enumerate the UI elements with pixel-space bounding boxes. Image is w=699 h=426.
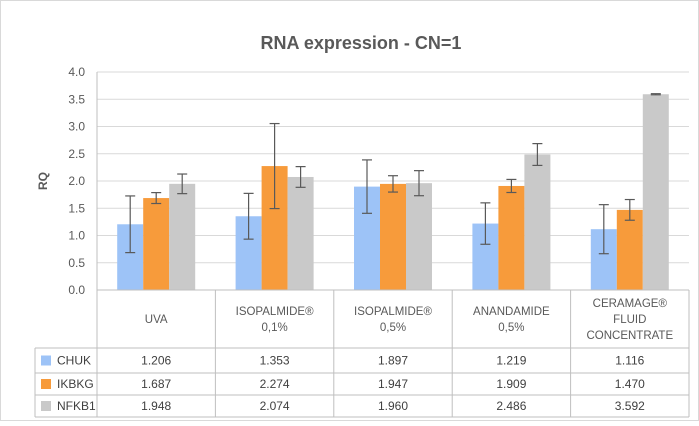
error-bar xyxy=(177,173,188,195)
error-bar xyxy=(480,202,491,245)
table-cell: 2.486 xyxy=(496,399,526,413)
category-label: ISOPALMIDE® xyxy=(236,306,314,318)
data-table: UVA ISOPALMIDE® 0,1% ISOPALMIDE® 0,5% ANANDAM… xyxy=(34,289,690,418)
category-label: FLUID xyxy=(613,314,646,326)
table-cell: 1.960 xyxy=(378,399,408,413)
category-label: 0,1% xyxy=(261,322,287,334)
y-tick-label: 3.0 xyxy=(68,120,85,134)
table-cell: 1.909 xyxy=(496,377,526,391)
table-cell: 1.219 xyxy=(496,354,526,368)
bar-ikbkg xyxy=(143,198,170,290)
bar-nfkb1 xyxy=(406,183,432,290)
table-cell: 2.074 xyxy=(260,399,290,413)
table-cell: 1.353 xyxy=(260,354,290,368)
category-label: ISOPALMIDE® xyxy=(354,306,432,318)
category-label: 0,5% xyxy=(380,322,406,334)
table-cell: 1.897 xyxy=(378,354,408,368)
category-label: 0,5% xyxy=(498,322,524,334)
error-bar xyxy=(506,178,517,194)
y-tick-label: 3.5 xyxy=(68,92,85,106)
bar-ikbkg xyxy=(380,183,406,290)
y-tick-label: 1.0 xyxy=(68,229,85,243)
table-cell: 2.274 xyxy=(260,377,290,391)
error-bar xyxy=(650,93,661,96)
table-cell: 1.947 xyxy=(378,377,408,391)
error-bar xyxy=(151,192,162,205)
legend-swatch-ikbkg xyxy=(41,379,51,389)
table-cell: 1.116 xyxy=(615,354,644,368)
chart-title: RNA expression - CN=1 xyxy=(261,33,462,53)
bar-ikbkg xyxy=(616,209,643,290)
error-bar xyxy=(362,159,372,214)
table-cell: 1.687 xyxy=(141,377,171,391)
table-cell: 3.592 xyxy=(615,399,645,413)
error-bar xyxy=(388,175,398,193)
y-tick-label: 0.5 xyxy=(68,256,85,270)
y-tick-label: 1.5 xyxy=(68,201,85,215)
error-bar xyxy=(295,166,306,188)
legend-label: NFKB1 xyxy=(57,399,96,413)
category-label: ANANDAMIDE xyxy=(473,306,550,318)
y-axis-label: RQ xyxy=(36,172,50,190)
bar-nfkb1 xyxy=(169,183,196,290)
legend-swatch-nfkb1 xyxy=(41,401,51,411)
table-cell: 1.470 xyxy=(615,377,645,391)
error-bar xyxy=(125,195,136,254)
legend-label: CHUK xyxy=(57,354,91,368)
y-tick-label: 4.0 xyxy=(68,65,85,79)
category-label: CONCENTRATE xyxy=(586,330,673,342)
table-cell: 1.948 xyxy=(141,399,171,413)
error-bar xyxy=(243,192,254,240)
error-bar xyxy=(269,122,280,210)
error-bar xyxy=(532,143,543,167)
y-tick-label: 2.0 xyxy=(68,174,85,188)
bar-nfkb1 xyxy=(524,154,551,290)
category-label: CERAMAGE® xyxy=(593,298,668,310)
error-bar xyxy=(624,198,635,221)
error-bar xyxy=(414,170,424,197)
table-cell: 1.206 xyxy=(141,354,171,368)
y-tick-label: 2.5 xyxy=(68,147,85,161)
bars xyxy=(117,93,669,291)
bar-nfkb1 xyxy=(642,94,669,291)
legend-swatch-chuk xyxy=(41,355,51,366)
legend-label: IKBKG xyxy=(57,377,94,391)
category-label: UVA xyxy=(145,314,168,326)
bar-nfkb1 xyxy=(287,176,314,290)
y-tick-label: 0.0 xyxy=(68,283,85,297)
bar-ikbkg xyxy=(498,185,525,290)
error-bar xyxy=(598,204,609,255)
